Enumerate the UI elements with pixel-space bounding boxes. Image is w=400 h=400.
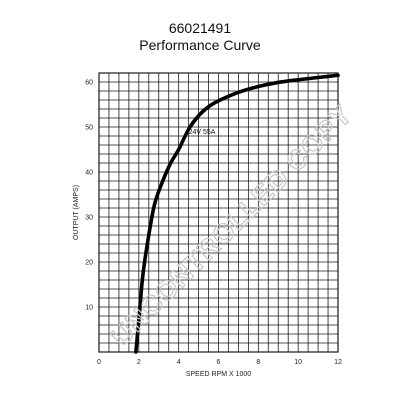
x-tick-label: 0	[97, 359, 101, 366]
x-tick-label: 12	[334, 359, 342, 366]
x-tick-label: 8	[256, 359, 260, 366]
series-label: 24V 55A	[189, 129, 216, 136]
x-axis-ticks: 0 2 4 6 8 10 12	[97, 359, 342, 366]
series-group: 24V 55A	[134, 73, 340, 354]
part-number: 66021491	[168, 20, 232, 36]
x-tick-label: 2	[137, 359, 141, 366]
y-axis-label: OUTPUT (AMPS)	[73, 185, 80, 240]
series-line	[134, 73, 340, 354]
x-axis-label: SPEED RPM X 1000	[186, 371, 251, 378]
y-tick-label: 60	[85, 80, 93, 87]
y-tick-label: 30	[85, 215, 93, 222]
x-tick-label: 6	[217, 359, 221, 366]
y-tick-label: 10	[85, 305, 93, 312]
x-tick-label: 10	[294, 359, 302, 366]
y-tick-label: 40	[85, 170, 93, 177]
y-axis-ticks: 10 20 30 40 50 60	[85, 80, 93, 312]
x-tick-label: 4	[177, 359, 181, 366]
y-tick-label: 20	[85, 260, 93, 267]
chart-title: Performance Curve	[139, 37, 261, 53]
chart-header: 66021491 Performance Curve	[0, 20, 400, 54]
y-tick-label: 50	[85, 125, 93, 132]
plot-frame	[98, 72, 339, 353]
